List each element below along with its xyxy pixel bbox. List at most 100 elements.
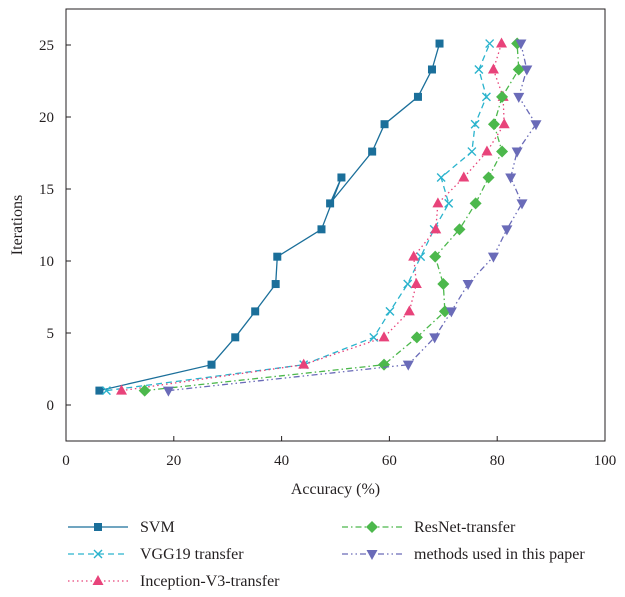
x-tick-label: 20 (166, 453, 181, 469)
data-point (515, 39, 527, 50)
series-line (99, 43, 441, 392)
data-point (273, 252, 282, 261)
data-point (403, 305, 415, 316)
data-point (436, 172, 446, 182)
data-point (481, 145, 493, 156)
data-point (95, 386, 104, 395)
data-point-stroke (481, 92, 491, 102)
data-point (505, 173, 517, 184)
legend-marker-stroke (93, 549, 103, 559)
data-point (298, 358, 310, 369)
data-point (445, 307, 457, 318)
data-point (467, 147, 477, 157)
y-tick-label: 0 (47, 398, 55, 414)
data-point (462, 280, 474, 291)
plot-frame (65, 8, 606, 442)
data-point (511, 147, 523, 158)
data-point (470, 119, 480, 129)
data-point-stroke (467, 147, 477, 157)
data-point-stroke (436, 172, 446, 182)
legend-marker (92, 575, 104, 585)
data-point (501, 225, 513, 236)
legend-entry: ResNet-transfer (342, 519, 516, 536)
series-line (144, 43, 520, 392)
data-point (487, 118, 500, 131)
data-point (453, 223, 466, 236)
series-layer (95, 37, 542, 397)
data-point (410, 278, 422, 289)
y-tick-label: 20 (39, 110, 54, 126)
data-point (116, 384, 128, 395)
data-point (271, 280, 280, 289)
x-tick-label: 80 (490, 453, 505, 469)
x-axis-title: Accuracy (%) (291, 481, 380, 498)
legend-marker (93, 549, 103, 559)
x-tick-label: 60 (382, 453, 397, 469)
y-tick-label: 25 (39, 38, 54, 54)
axis-ticks: 0 20 40 60 80 100 0 5 10 15 20 25 (39, 38, 616, 469)
legend: SVM VGG19 transfer Inception-V3-transfer Re… (68, 519, 585, 590)
data-point (530, 120, 542, 131)
data-point (437, 278, 450, 291)
data-point (162, 386, 174, 397)
legend-label: SVM (140, 519, 175, 536)
data-point (482, 171, 495, 184)
series-line (106, 43, 491, 392)
legend-marker (366, 521, 378, 533)
legend-label: methods used in this paper (414, 546, 585, 563)
x-tick-label: 0 (62, 453, 70, 469)
y-tick-label: 15 (39, 182, 54, 198)
legend-entry: Inception-V3-transfer (68, 573, 280, 590)
series-group (138, 37, 525, 397)
data-point (101, 386, 111, 396)
y-tick-label: 10 (39, 254, 54, 270)
data-point (369, 332, 379, 342)
data-point-stroke (485, 39, 495, 49)
data-point (485, 39, 495, 49)
series-group (162, 39, 542, 397)
legend-entry: methods used in this paper (342, 546, 585, 563)
data-point (427, 65, 436, 74)
data-point-stroke (474, 64, 484, 74)
data-point-stroke (385, 306, 395, 316)
data-point (435, 39, 444, 48)
data-point (317, 225, 326, 234)
data-point (496, 90, 509, 103)
series-line (168, 43, 537, 392)
data-point (410, 331, 423, 344)
data-point (378, 358, 391, 371)
data-point (487, 63, 499, 74)
data-point (326, 199, 335, 208)
data-point (138, 384, 151, 397)
data-point (474, 64, 484, 74)
y-axis-title: Iterations (9, 195, 26, 255)
legend-entry: SVM (68, 519, 175, 536)
data-point (430, 223, 442, 234)
data-point (231, 333, 240, 342)
y-tick-label: 5 (47, 326, 55, 342)
series-group (101, 39, 495, 396)
data-point (496, 145, 509, 158)
data-point (444, 198, 454, 208)
data-point (513, 92, 525, 103)
data-point (498, 118, 510, 129)
data-point (429, 250, 442, 263)
data-point-stroke (403, 279, 413, 289)
series-group (116, 37, 510, 395)
data-point (469, 197, 482, 210)
data-point (481, 92, 491, 102)
data-point-stroke (101, 386, 111, 396)
data-point-stroke (470, 119, 480, 129)
data-point (521, 65, 533, 76)
data-point (458, 171, 470, 182)
data-point (516, 199, 528, 210)
legend-marker (366, 550, 378, 560)
legend-label: ResNet-transfer (414, 519, 516, 536)
data-point (487, 252, 499, 263)
series-group (95, 39, 444, 395)
legend-label: VGG19 transfer (140, 546, 244, 563)
data-point (432, 197, 444, 208)
data-point (403, 279, 413, 289)
data-point (402, 360, 414, 371)
